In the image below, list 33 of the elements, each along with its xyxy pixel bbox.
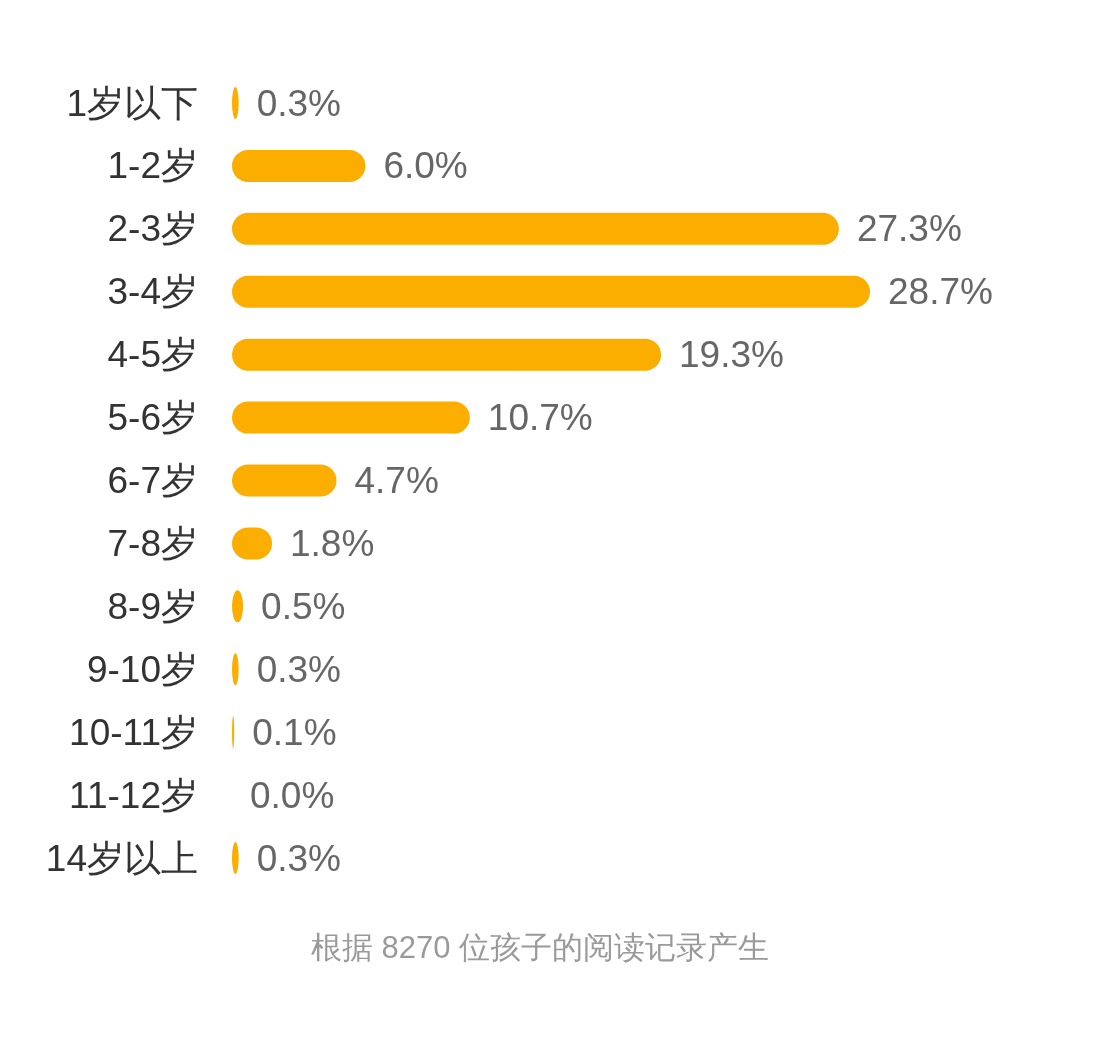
text: 根据 8270 位孩子的阅读记录产生 [310, 929, 770, 965]
data-label: 0.1% [252, 711, 337, 753]
y-tick-label: 14岁以上 [45, 837, 198, 879]
bar [232, 275, 870, 308]
y-tick-label: 5-6岁 [107, 397, 198, 439]
y-tick-label: 9-10岁 [86, 648, 198, 690]
data-label: 1.8% [290, 522, 375, 564]
data-label: 0.3% [256, 82, 342, 124]
data-label: 0.3% [256, 837, 342, 879]
bar [232, 464, 337, 497]
y-tick-label: 1岁以下 [66, 82, 198, 124]
y-tick-label: 11-12岁 [69, 774, 198, 816]
data-label: 4.7% [354, 460, 439, 501]
data-label: 0.3% [256, 648, 342, 690]
bar [232, 401, 470, 434]
bar [232, 212, 839, 245]
y-tick-label: 6-7岁 [107, 460, 198, 501]
data-label: 0.0% [250, 774, 335, 816]
data-label: 27.3% [856, 208, 962, 250]
data-label: 0.5% [261, 585, 346, 627]
data-label: 19.3% [679, 334, 784, 376]
data-label: 10.7% [487, 397, 593, 439]
y-tick-label: 4-5岁 [107, 334, 198, 376]
y-tick-label: 1-2岁 [107, 145, 198, 187]
bar [232, 338, 662, 371]
y-tick-label: 8-9岁 [107, 585, 198, 627]
data-label: 6.0% [383, 145, 468, 187]
y-tick-label: 10-11岁 [69, 711, 198, 753]
y-tick-label: 3-4岁 [107, 271, 198, 313]
y-tick-label: 7-8岁 [107, 522, 198, 564]
y-tick-label: 2-3岁 [107, 208, 198, 250]
bar [232, 149, 366, 182]
data-label: 28.7% [888, 271, 993, 313]
